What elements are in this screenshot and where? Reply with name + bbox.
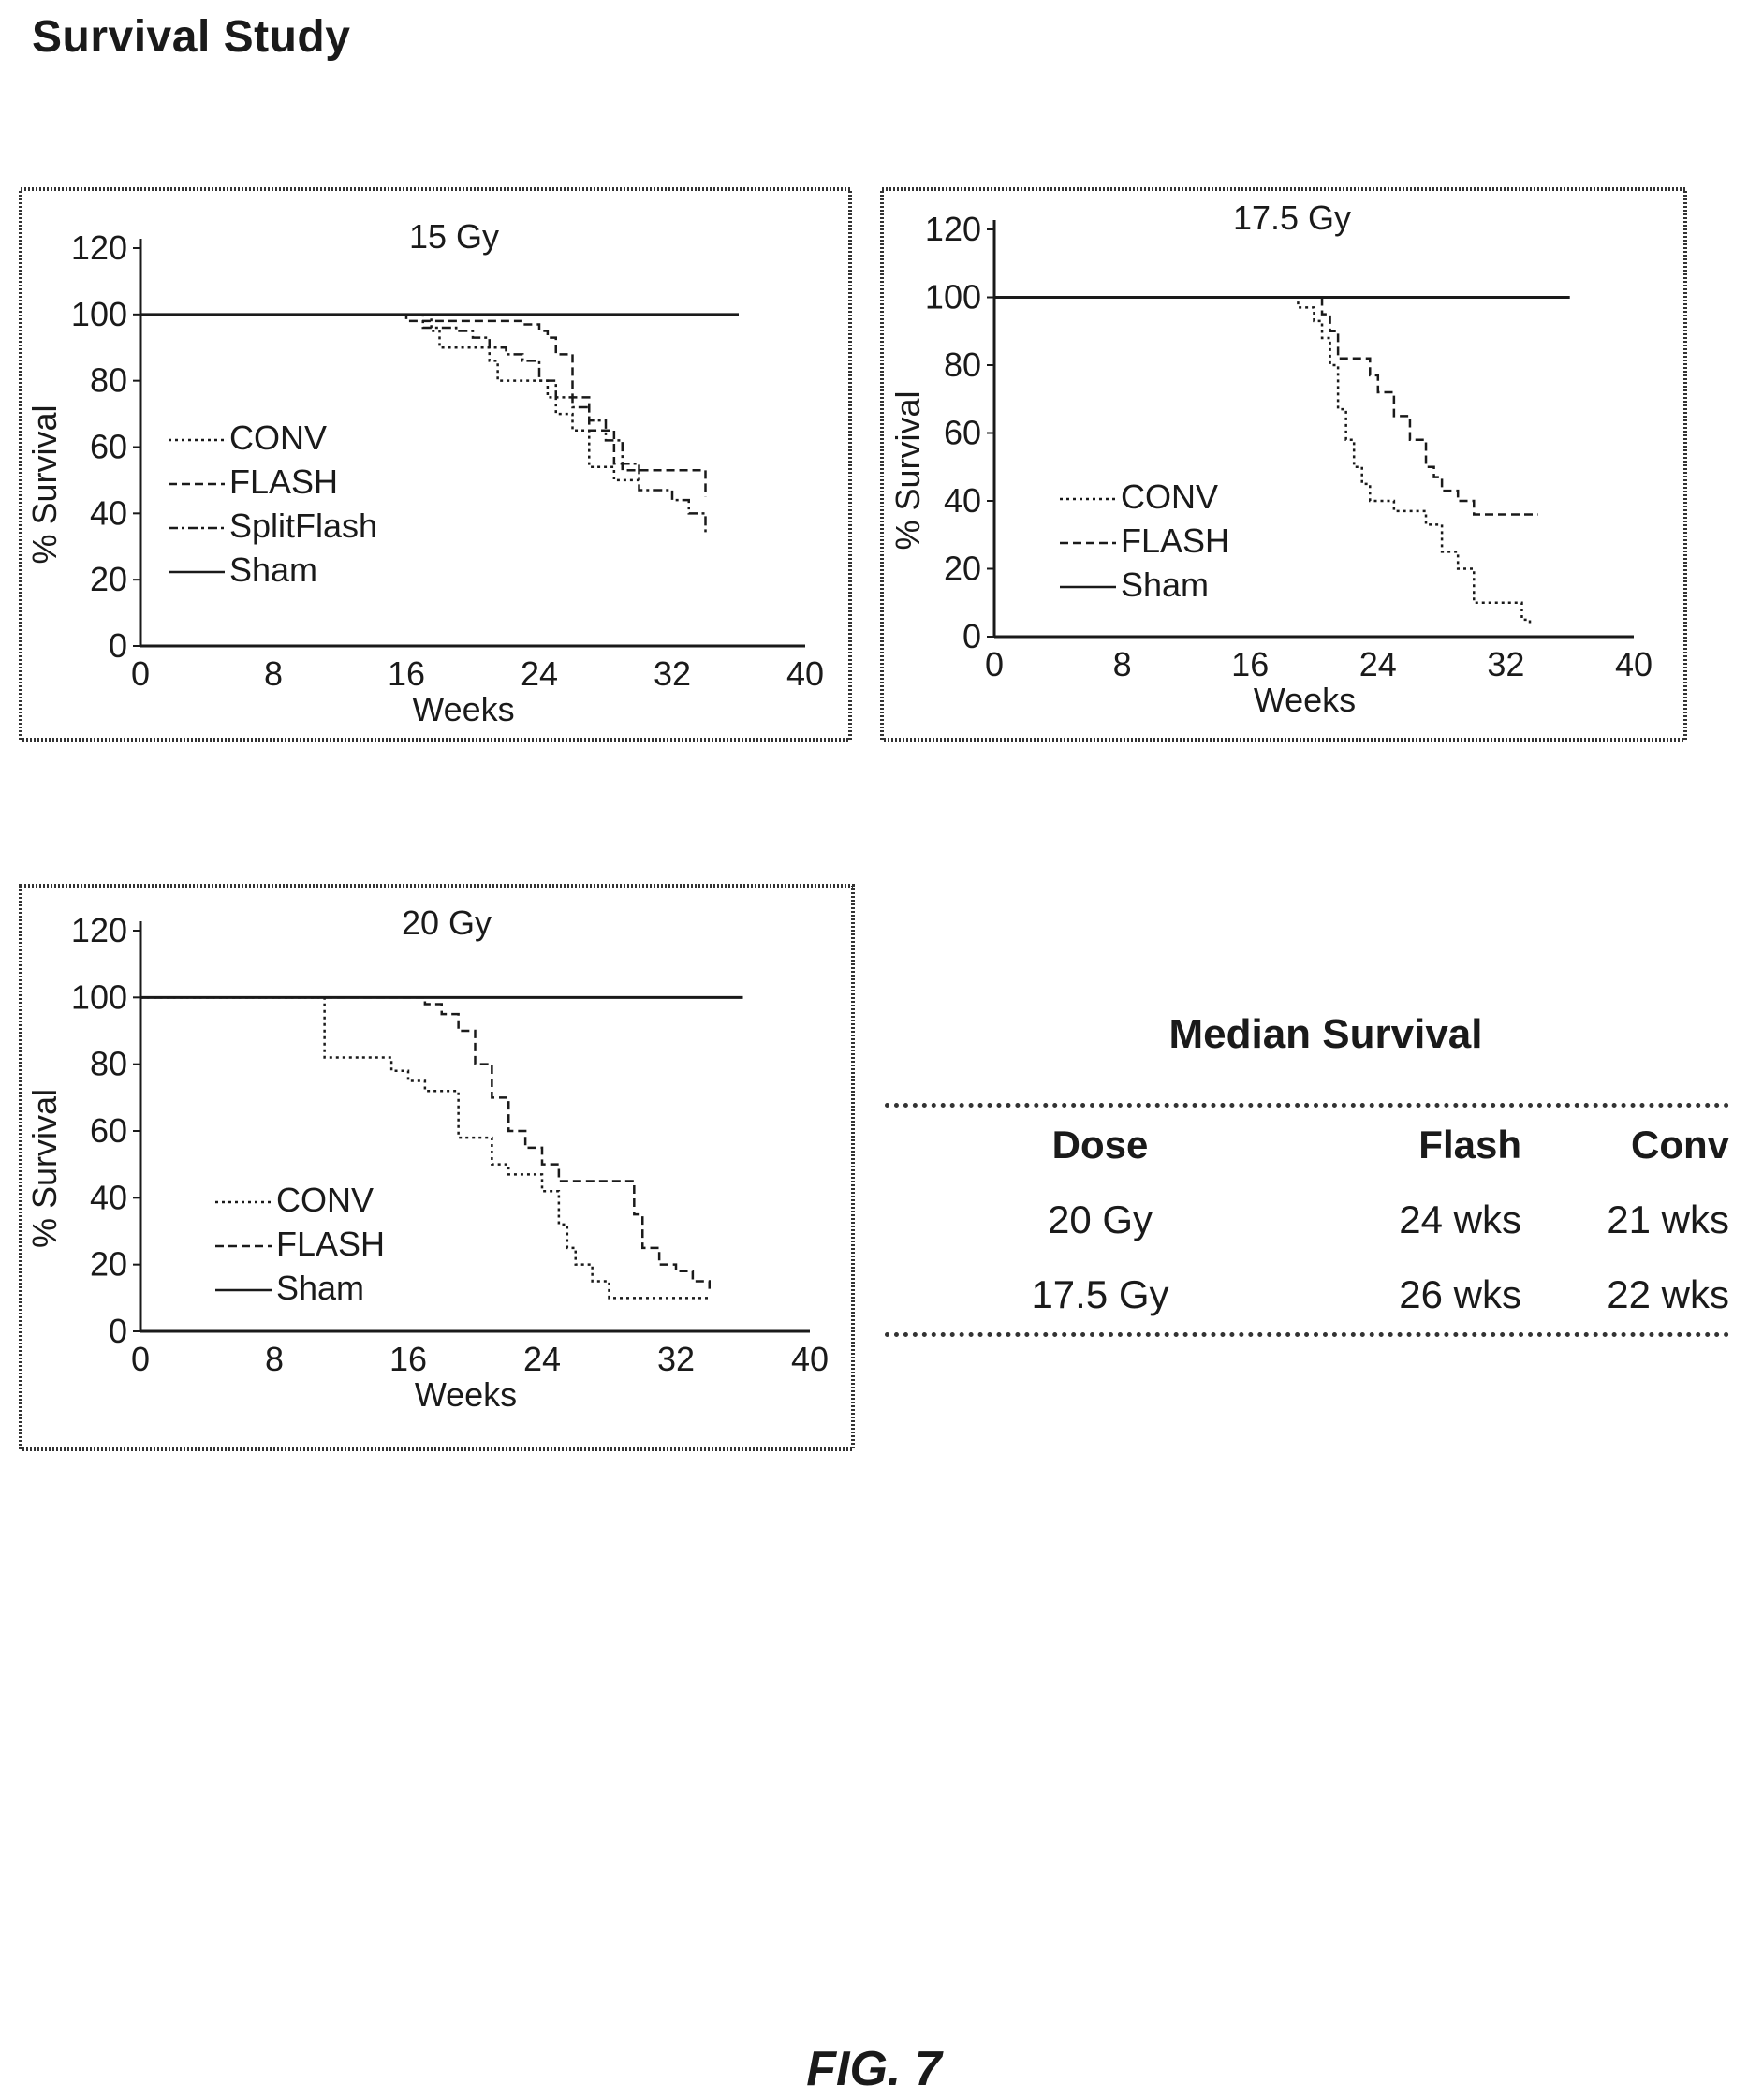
survival-chart-17-5gy: 0 20 40 60 80 100 120 0 8 16 24 32 40 Weeks % Survival… [880, 187, 1687, 742]
y-tick-label: 40 [90, 493, 127, 532]
x-tick-label: 40 [1615, 645, 1653, 683]
x-tick-label: 0 [985, 645, 1004, 683]
header-conv: Conv [1631, 1123, 1729, 1167]
y-tick-label: 20 [90, 560, 127, 598]
table-row: 20 Gy 24 wks 21 wks [885, 1182, 1729, 1257]
legend-label-conv: CONV [276, 1181, 374, 1219]
y-axis-label: % Survival [25, 404, 64, 564]
y-tick-label: 0 [109, 626, 127, 665]
x-tick-label: 0 [131, 1340, 150, 1378]
legend-label-flash: FLASH [229, 463, 338, 501]
cell-conv: 22 wks [1607, 1272, 1729, 1316]
x-tick-label: 24 [1359, 645, 1397, 683]
cell-flash: 26 wks [1399, 1272, 1521, 1316]
table-bottom-rule [885, 1332, 1729, 1337]
legend-label-sham: Sham [229, 551, 317, 589]
x-tick-label: 40 [786, 654, 824, 693]
y-tick-label: 0 [962, 617, 981, 655]
x-tick-label: 16 [388, 654, 425, 693]
y-tick-label: 60 [944, 414, 981, 452]
x-tick-label: 32 [657, 1340, 695, 1378]
page-title: Survival Study [32, 12, 351, 62]
legend-label-conv: CONV [229, 419, 327, 457]
y-tick-label: 80 [90, 361, 127, 400]
chart-frame [880, 187, 1687, 742]
chart-title: 15 Gy [409, 217, 499, 256]
x-tick-label: 24 [521, 654, 558, 693]
series-line-flash [140, 996, 711, 1292]
chart-title: 20 Gy [402, 903, 492, 942]
y-tick-label: 60 [90, 428, 127, 466]
series-line-conv [994, 296, 1532, 627]
cell-dose: 20 Gy [1047, 1197, 1153, 1241]
x-tick-label: 8 [265, 1340, 284, 1378]
y-tick-label: 40 [90, 1178, 127, 1216]
x-tick-label: 8 [264, 654, 283, 693]
cell-conv: 21 wks [1607, 1197, 1729, 1241]
y-tick-label: 120 [925, 210, 981, 248]
x-tick-label: 32 [654, 654, 691, 693]
y-tick-label: 100 [71, 977, 127, 1016]
survival-chart-20gy: 0 20 40 60 80 100 120 0 8 16 24 32 40 Weeks % Survival… [19, 884, 855, 1451]
series-line-splitflash [140, 313, 707, 534]
legend-label-splitflash: SplitFlash [229, 507, 377, 545]
x-axis-label: Weeks [412, 690, 514, 728]
legend-label-conv: CONV [1121, 477, 1218, 516]
y-tick-label: 40 [944, 481, 981, 520]
chart-frame [19, 884, 855, 1451]
series-line-flash [994, 296, 1538, 516]
chart-title: 17.5 Gy [1233, 198, 1351, 237]
median-table-body: Dose Flash Conv 20 Gy 24 wks 21 wks 17.5… [885, 1103, 1729, 1337]
y-tick-label: 80 [90, 1045, 127, 1083]
x-tick-label: 32 [1487, 645, 1524, 683]
x-tick-label: 40 [791, 1340, 829, 1378]
legend-label-sham: Sham [276, 1269, 364, 1307]
x-tick-label: 8 [1113, 645, 1132, 683]
y-axis-label: % Survival [889, 390, 927, 550]
chart-panel-17-5gy: 0 20 40 60 80 100 120 0 8 16 24 32 40 Weeks % Survival… [880, 187, 1687, 742]
chart-frame [19, 187, 852, 742]
legend-label-flash: FLASH [1121, 521, 1229, 560]
x-axis-label: Weeks [1254, 681, 1356, 719]
header-flash: Flash [1418, 1123, 1521, 1167]
table-row: 17.5 Gy 26 wks 22 wks [885, 1257, 1729, 1332]
y-axis-label: % Survival [25, 1089, 64, 1248]
table-top-rule [885, 1103, 1729, 1108]
legend-label-sham: Sham [1121, 565, 1209, 604]
chart-panel-15gy: 0 20 40 60 80 100 120 0 8 16 24 32 40 Weeks % Survival… [19, 187, 852, 742]
legend-label-flash: FLASH [276, 1225, 385, 1263]
header-dose: Dose [1051, 1123, 1149, 1167]
y-tick-label: 80 [944, 345, 981, 384]
median-survival-title: Median Survival [1168, 1011, 1483, 1057]
median-survival-table: Median Survival Dose Flash Conv 20 Gy 24… [885, 1011, 1729, 1337]
x-tick-label: 16 [389, 1340, 427, 1378]
y-tick-label: 0 [109, 1312, 127, 1350]
x-tick-label: 24 [523, 1340, 561, 1378]
table-header-row: Dose Flash Conv [885, 1108, 1729, 1182]
x-axis-label: Weeks [415, 1375, 517, 1414]
y-tick-label: 120 [71, 911, 127, 949]
series-line-flash [140, 313, 707, 497]
x-tick-label: 16 [1231, 645, 1269, 683]
series-line-conv [140, 996, 710, 1300]
y-tick-label: 100 [71, 295, 127, 333]
survival-chart-15gy: 0 20 40 60 80 100 120 0 8 16 24 32 40 Weeks % Survival… [19, 187, 852, 742]
cell-flash: 24 wks [1399, 1197, 1521, 1241]
x-tick-label: 0 [131, 654, 150, 693]
chart-panel-20gy: 0 20 40 60 80 100 120 0 8 16 24 32 40 Weeks % Survival… [19, 884, 855, 1451]
y-tick-label: 20 [90, 1245, 127, 1284]
y-tick-label: 60 [90, 1111, 127, 1150]
y-tick-label: 120 [71, 228, 127, 267]
cell-dose: 17.5 Gy [1031, 1272, 1169, 1316]
figure-label: FIG. 7 [806, 2042, 942, 2096]
y-tick-label: 20 [944, 550, 981, 588]
y-tick-label: 100 [925, 278, 981, 316]
